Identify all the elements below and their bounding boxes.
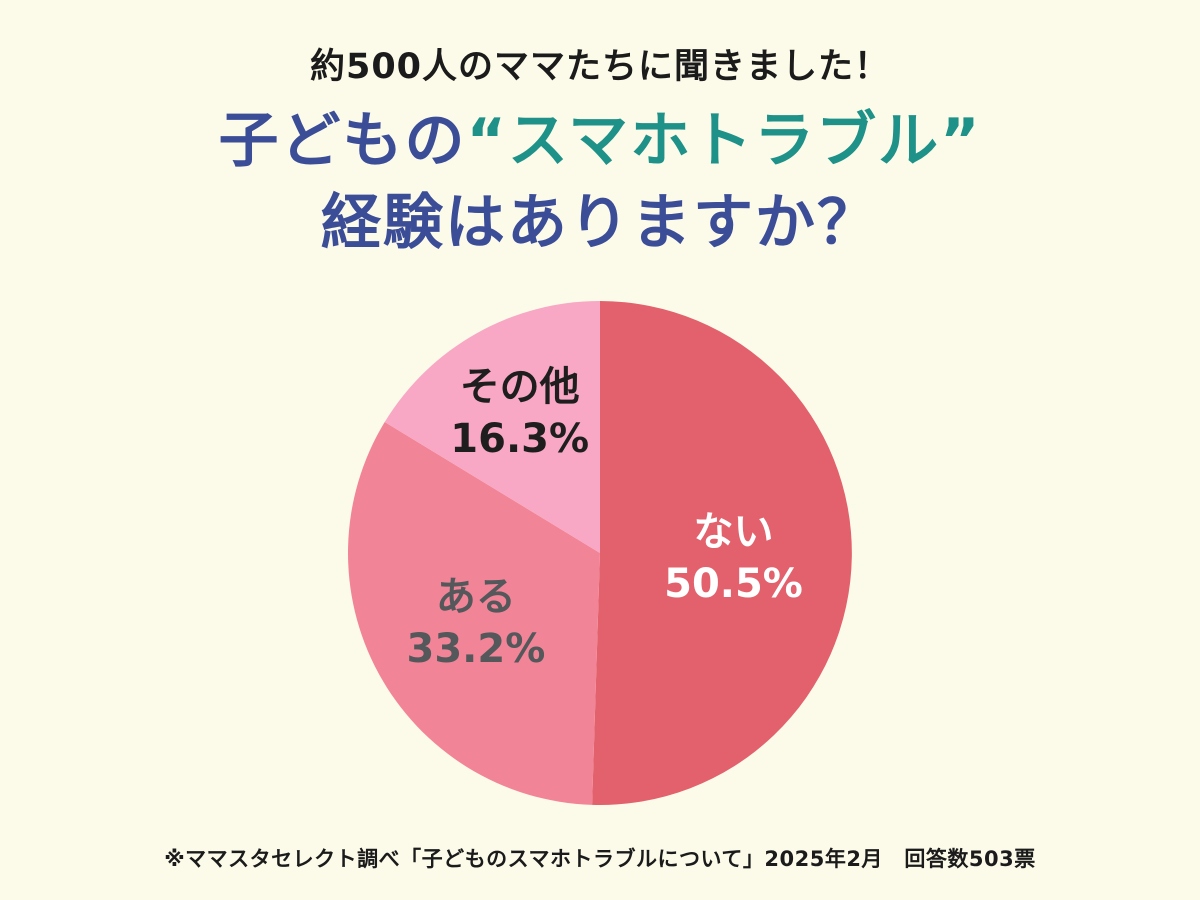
title-line1-lead: 子どもの — [218, 106, 467, 176]
survey-footnote: ※ママスタセレクト調べ「子どものスマホトラブルについて」2025年2月 回答数5… — [164, 847, 1036, 871]
pie-slice-label-3: その他 16.3% — [450, 364, 589, 462]
pie-slice-1 — [592, 301, 852, 805]
title-line2: 経験はありますか？ — [321, 188, 879, 259]
page-title: 子どもの“スマホトラブル” 経験はありますか？ — [0, 100, 1200, 264]
title-line1: 子どもの“スマホトラブル” — [0, 100, 1200, 182]
title-line1-accent: “スマホトラブル” — [466, 106, 982, 176]
pie-slice-label-2: ある 33.2% — [407, 574, 546, 672]
pie-slice-3 — [384, 301, 600, 553]
pie-slice-2 — [347, 422, 600, 805]
survey-subtitle: 約500人のママたちに聞きました！ — [309, 47, 891, 87]
pie-chart: ない 50.5% ある 33.2% その他 16.3% — [347, 301, 852, 805]
pie-slice-label-1: ない 50.5% — [664, 509, 803, 607]
